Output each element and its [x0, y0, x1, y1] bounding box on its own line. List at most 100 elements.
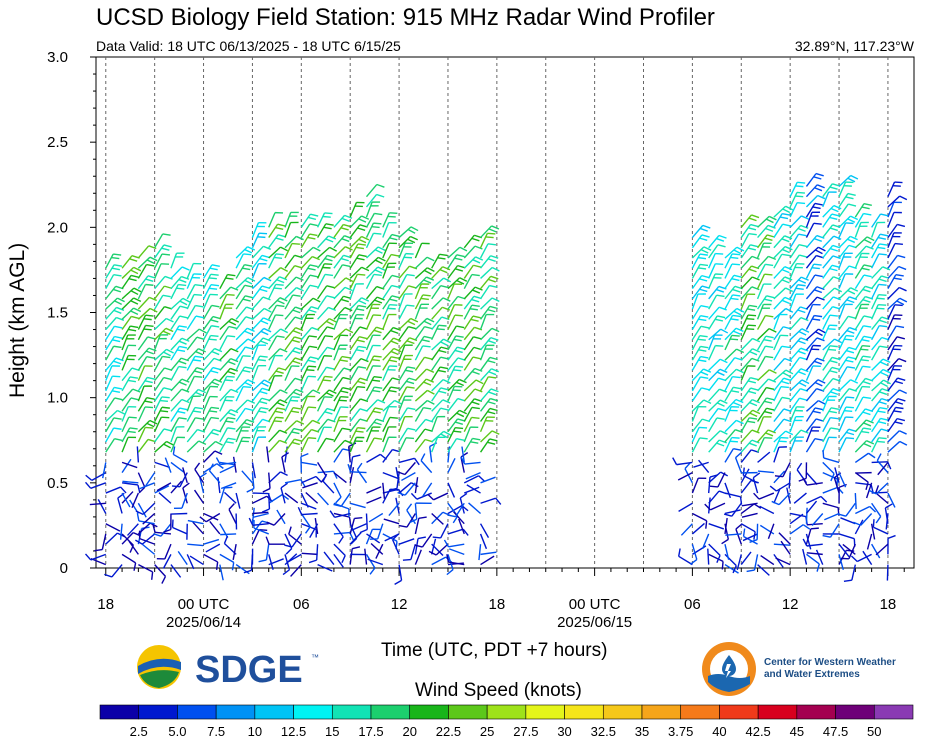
wind-barb — [219, 347, 239, 361]
barb-flag — [860, 359, 869, 362]
barb-shaft — [887, 345, 895, 361]
barb-shaft — [333, 264, 343, 279]
wind-barb — [805, 357, 825, 371]
wind-barb — [691, 399, 712, 412]
barb-shaft — [186, 273, 195, 289]
wind-barb — [698, 459, 710, 474]
barb-shaft — [366, 453, 381, 463]
barb-shaft — [170, 388, 183, 402]
barb-flag — [730, 318, 739, 321]
barb-flag — [440, 356, 449, 360]
barb-shaft — [463, 417, 473, 433]
barb-flag — [472, 437, 481, 441]
wind-barb — [241, 470, 253, 484]
barb-flag — [133, 307, 142, 313]
wind-barb — [388, 502, 400, 517]
barb-shaft — [708, 471, 722, 484]
wind-barb — [855, 505, 877, 515]
wind-barb — [740, 376, 759, 392]
barb-shaft — [317, 438, 327, 453]
barb-shaft — [838, 253, 846, 269]
barb-shaft — [691, 376, 701, 392]
wind-barb — [480, 255, 499, 269]
wind-barb — [775, 557, 791, 566]
barb-shaft — [219, 409, 232, 422]
barb-shaft — [105, 427, 115, 443]
barb-shaft — [317, 306, 329, 320]
barb-flag — [749, 401, 758, 407]
barb-flag — [227, 335, 236, 338]
barb-shaft — [219, 286, 232, 300]
barb-shaft — [789, 215, 802, 228]
wind-barb — [691, 325, 710, 341]
barb-shaft — [382, 471, 398, 479]
barb-shaft — [121, 427, 131, 443]
barb-flag — [144, 380, 153, 384]
wind-barb — [773, 296, 793, 310]
barb-flag — [437, 369, 446, 373]
wind-barb — [724, 327, 744, 341]
barb-shaft — [431, 338, 444, 351]
barb-shaft — [121, 492, 131, 508]
wind-barb — [414, 276, 435, 290]
barb-flag — [352, 454, 361, 458]
barb-flag — [273, 287, 282, 290]
barb-shaft — [838, 388, 850, 402]
barb-flag — [261, 397, 270, 401]
barb-shaft — [382, 337, 395, 351]
wind-barb — [789, 397, 808, 412]
barb-flag — [406, 386, 415, 389]
barb-shaft — [435, 543, 449, 556]
barb-shaft — [414, 428, 426, 443]
wind-barb — [854, 274, 872, 290]
wind-barb — [122, 480, 139, 484]
barb-flag — [862, 411, 871, 416]
wind-barb — [251, 327, 272, 341]
barb-shaft — [333, 387, 344, 402]
wind-barb — [215, 457, 237, 466]
wind-barb — [805, 337, 825, 351]
barb-shaft — [460, 456, 465, 473]
plot-frame — [95, 56, 915, 569]
wind-barb — [170, 426, 185, 443]
wind-barb — [855, 482, 874, 493]
wind-barb — [268, 354, 283, 371]
barb-flag — [397, 471, 406, 476]
barb-flag — [178, 417, 187, 420]
barb-flag — [161, 406, 170, 409]
barb-flag — [231, 318, 240, 323]
barb-flag — [259, 400, 268, 405]
barb-shaft — [235, 284, 246, 300]
barb-flag — [417, 536, 426, 540]
barb-flag — [487, 308, 496, 313]
barb-shaft — [219, 304, 227, 320]
barb-shaft — [822, 486, 838, 494]
barb-shaft — [414, 317, 428, 331]
barb-flag — [279, 276, 288, 281]
wind-barb — [806, 523, 823, 526]
barb-flag — [210, 319, 219, 323]
wind-barb — [443, 539, 465, 548]
wind-barb — [805, 418, 824, 433]
wind-barb — [724, 492, 743, 505]
barb-shaft — [333, 416, 341, 432]
barb-flag — [719, 399, 728, 405]
barb-shaft — [181, 492, 188, 509]
wind-barb — [186, 440, 207, 453]
barb-shaft — [121, 297, 135, 310]
barb-flag — [818, 399, 826, 405]
barb-shaft — [382, 348, 395, 361]
wind-barb — [300, 406, 317, 422]
wind-barb — [822, 338, 842, 351]
barb-shaft — [186, 263, 194, 279]
barb-shaft — [202, 325, 212, 341]
wind-barb — [121, 266, 142, 279]
barb-flag — [751, 399, 760, 404]
barb-flag — [893, 277, 902, 281]
barb-shaft — [756, 315, 767, 330]
wind-barb — [300, 233, 318, 249]
barb-shaft — [838, 235, 851, 249]
wind-barb — [219, 303, 234, 320]
wind-barb — [672, 457, 693, 466]
wind-barb — [171, 512, 188, 515]
